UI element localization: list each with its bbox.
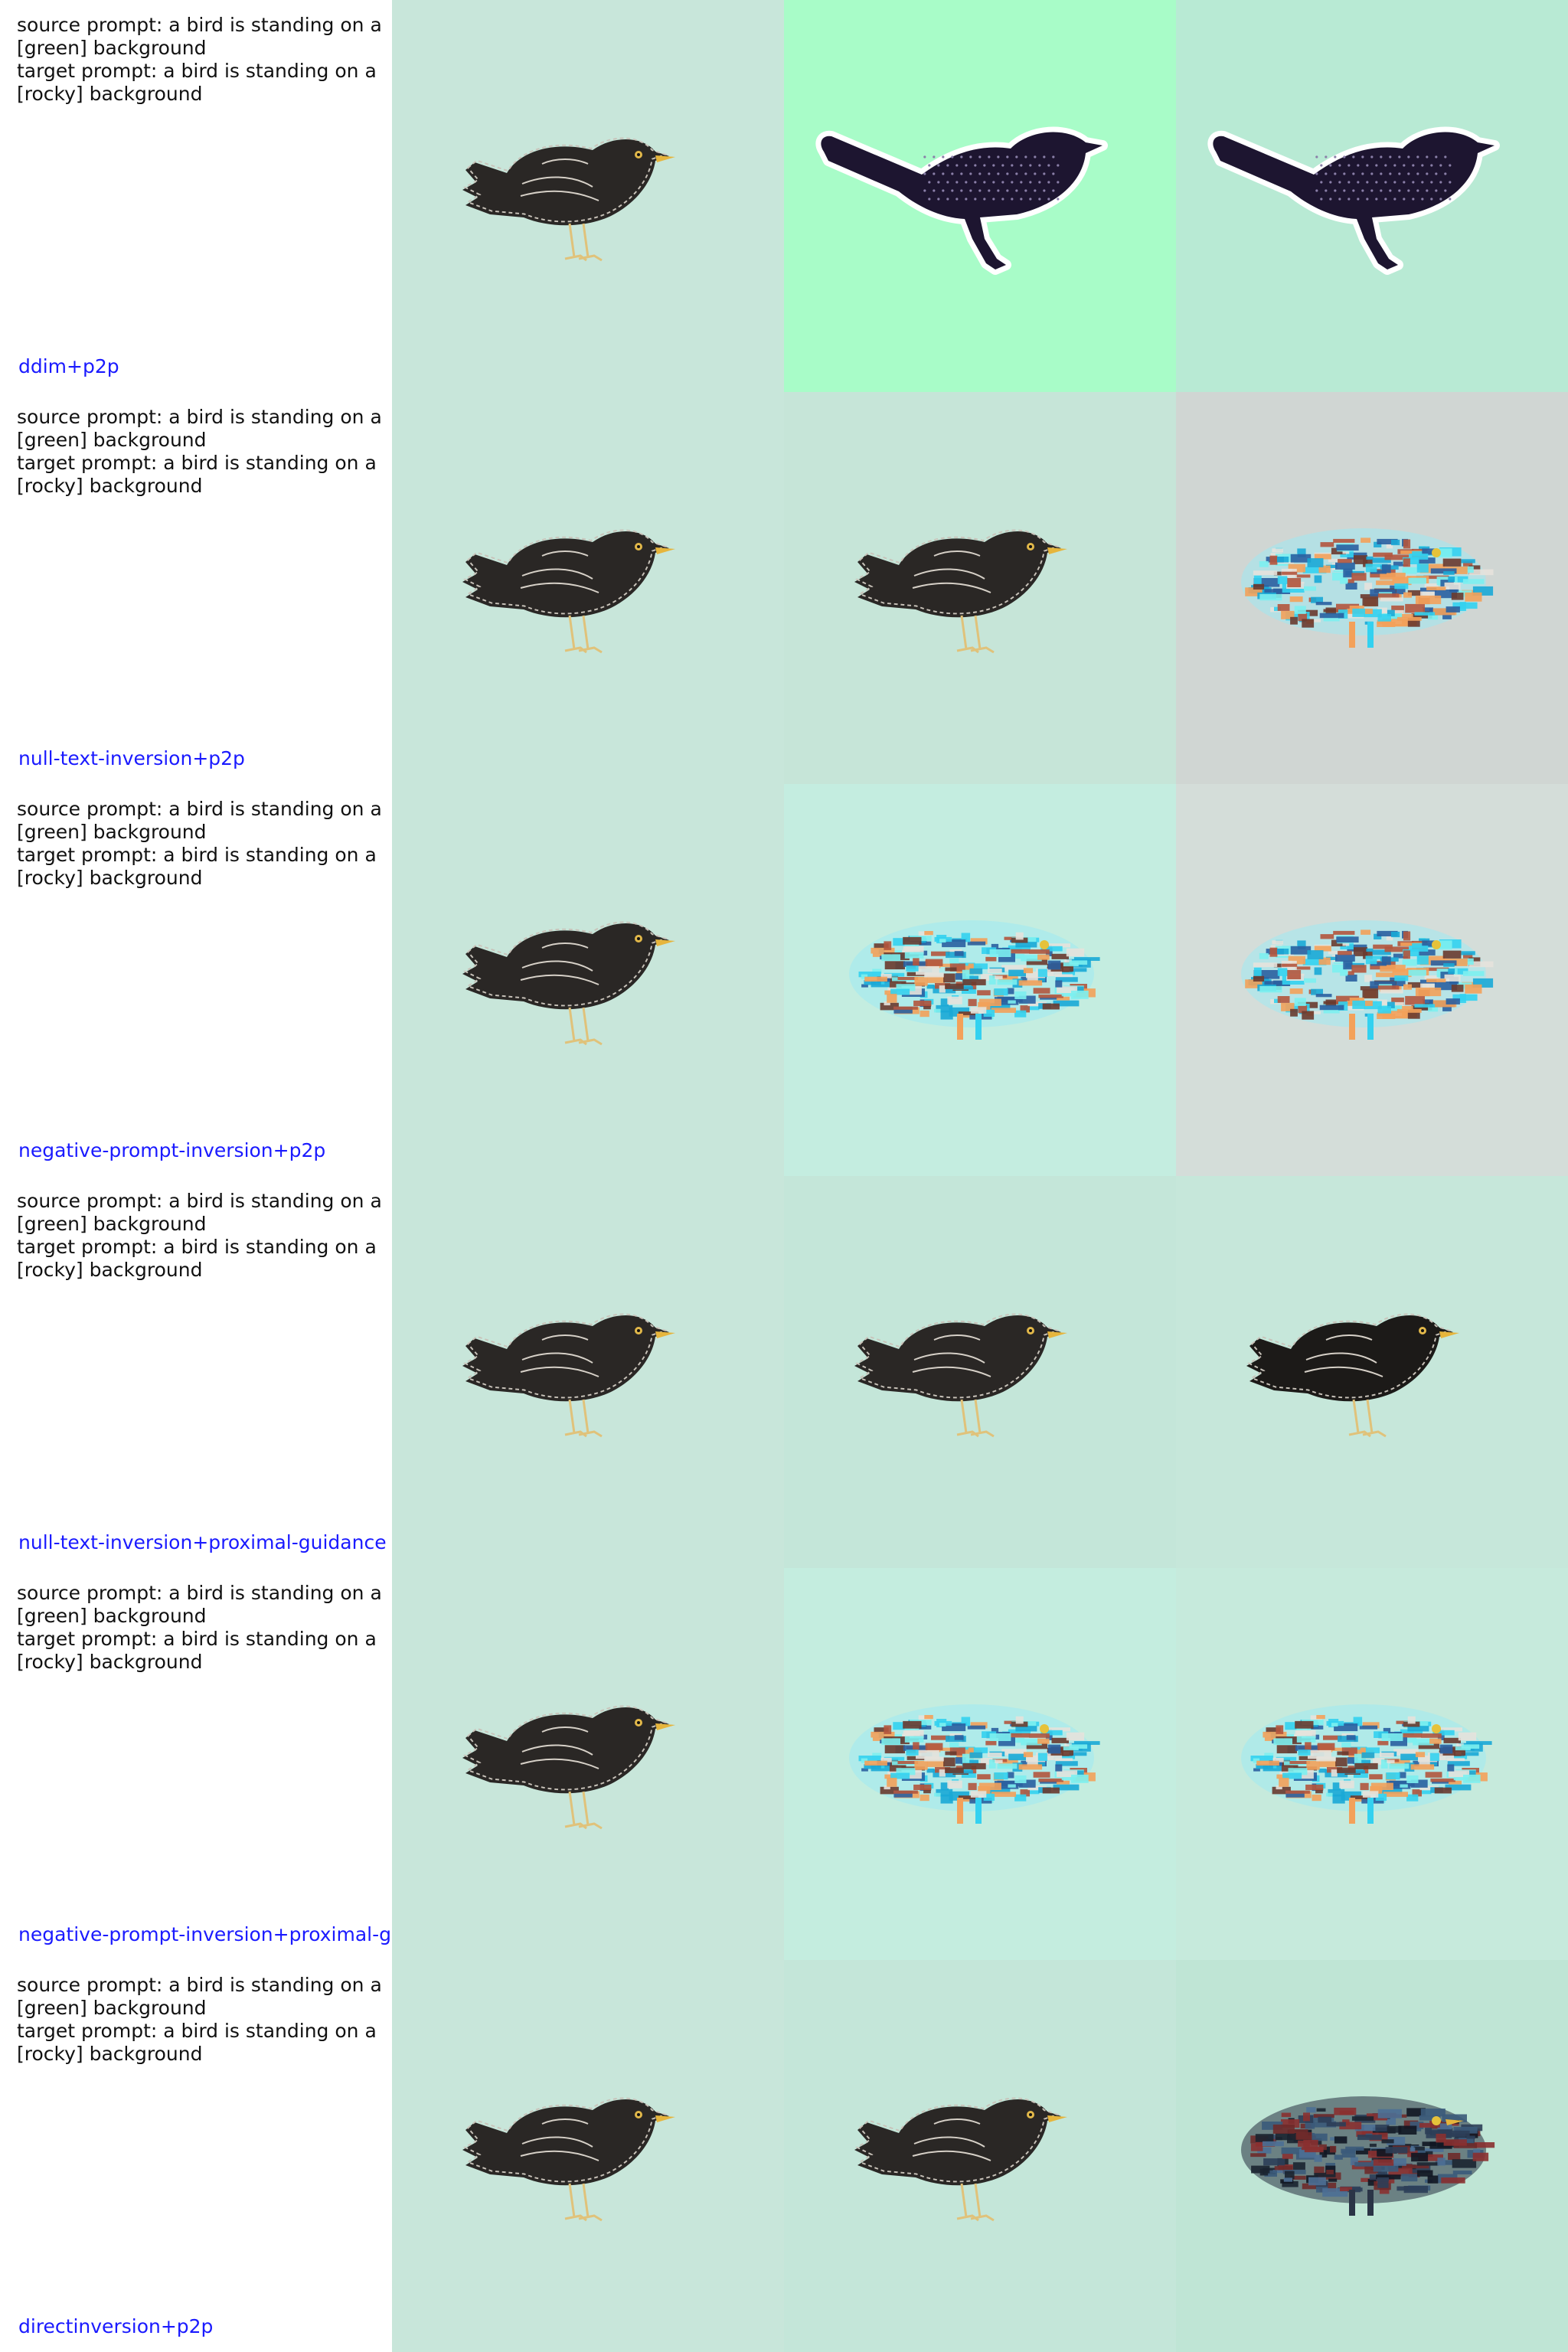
- bird-image: [784, 1176, 1176, 1568]
- reconstructed-image: [784, 1568, 1176, 1960]
- bird-image: [392, 784, 784, 1176]
- source-prompt: source prompt: a bird is standing on a […: [17, 798, 388, 843]
- bird-image: [392, 0, 784, 392]
- source-image: [392, 784, 784, 1176]
- target-prompt: target prompt: a bird is standing on a […: [17, 844, 383, 889]
- comparison-row: source prompt: a bird is standing on a […: [0, 1960, 1568, 2352]
- bird-image: [392, 1176, 784, 1568]
- method-name: directinversion+p2p: [18, 2315, 214, 2337]
- prompt-text: source prompt: a bird is standing on a […: [17, 1190, 392, 1282]
- bird-image: [1176, 392, 1568, 784]
- bird-image: [784, 1960, 1176, 2352]
- target-prompt: target prompt: a bird is standing on a […: [17, 452, 383, 497]
- bird-image: [1176, 1568, 1568, 1960]
- source-prompt: source prompt: a bird is standing on a […: [17, 1974, 388, 2019]
- source-prompt: source prompt: a bird is standing on a […: [17, 1190, 388, 1235]
- row-label: source prompt: a bird is standing on a […: [0, 784, 392, 1176]
- reconstructed-image: [784, 392, 1176, 784]
- source-image: [392, 1960, 784, 2352]
- bird-image: [392, 1568, 784, 1960]
- edited-image: [1176, 392, 1568, 784]
- bird-image: [392, 1960, 784, 2352]
- method-name: negative-prompt-inversion+p2p: [18, 1139, 326, 1161]
- reconstructed-image: [784, 1960, 1176, 2352]
- source-image: [392, 1176, 784, 1568]
- comparison-row: source prompt: a bird is standing on a […: [0, 784, 1568, 1176]
- edited-image: [1176, 1176, 1568, 1568]
- source-image: [392, 0, 784, 392]
- bird-image: [784, 784, 1176, 1176]
- edited-image: [1176, 784, 1568, 1176]
- bird-image: [784, 1568, 1176, 1960]
- prompt-text: source prompt: a bird is standing on a […: [17, 406, 392, 498]
- source-prompt: source prompt: a bird is standing on a […: [17, 1582, 388, 1627]
- source-prompt: source prompt: a bird is standing on a […: [17, 14, 388, 59]
- prompt-text: source prompt: a bird is standing on a […: [17, 1582, 392, 1674]
- comparison-row: source prompt: a bird is standing on a […: [0, 1176, 1568, 1568]
- row-label: source prompt: a bird is standing on a […: [0, 1568, 392, 1960]
- comparison-row: source prompt: a bird is standing on a […: [0, 392, 1568, 784]
- bird-image: [784, 392, 1176, 784]
- method-name: null-text-inversion+proximal-guidance: [18, 1531, 387, 1553]
- target-prompt: target prompt: a bird is standing on a […: [17, 2020, 383, 2065]
- source-image: [392, 392, 784, 784]
- bird-image: [1176, 0, 1568, 392]
- prompt-text: source prompt: a bird is standing on a […: [17, 14, 392, 106]
- source-prompt: source prompt: a bird is standing on a […: [17, 406, 388, 451]
- method-name: ddim+p2p: [18, 355, 119, 377]
- method-name: null-text-inversion+p2p: [18, 747, 245, 769]
- row-label: source prompt: a bird is standing on a […: [0, 1960, 392, 2352]
- reconstructed-image: [784, 784, 1176, 1176]
- edited-image: [1176, 0, 1568, 392]
- bird-image: [1176, 1176, 1568, 1568]
- edited-image: [1176, 1960, 1568, 2352]
- edited-image: [1176, 1568, 1568, 1960]
- row-label: source prompt: a bird is standing on a […: [0, 1176, 392, 1568]
- prompt-text: source prompt: a bird is standing on a […: [17, 1974, 392, 2066]
- target-prompt: target prompt: a bird is standing on a […: [17, 1628, 383, 1673]
- target-prompt: target prompt: a bird is standing on a […: [17, 1236, 383, 1281]
- row-label: source prompt: a bird is standing on a […: [0, 0, 392, 392]
- bird-image: [784, 0, 1176, 392]
- comparison-row: source prompt: a bird is standing on a […: [0, 0, 1568, 392]
- bird-image: [1176, 784, 1568, 1176]
- method-name: negative-prompt-inversion+proximal-guida…: [18, 1923, 392, 1945]
- row-label: source prompt: a bird is standing on a […: [0, 392, 392, 784]
- reconstructed-image: [784, 0, 1176, 392]
- prompt-text: source prompt: a bird is standing on a […: [17, 798, 392, 890]
- comparison-row: source prompt: a bird is standing on a […: [0, 1568, 1568, 1960]
- source-image: [392, 1568, 784, 1960]
- bird-image: [1176, 1960, 1568, 2352]
- reconstructed-image: [784, 1176, 1176, 1568]
- target-prompt: target prompt: a bird is standing on a […: [17, 60, 383, 105]
- bird-image: [392, 392, 784, 784]
